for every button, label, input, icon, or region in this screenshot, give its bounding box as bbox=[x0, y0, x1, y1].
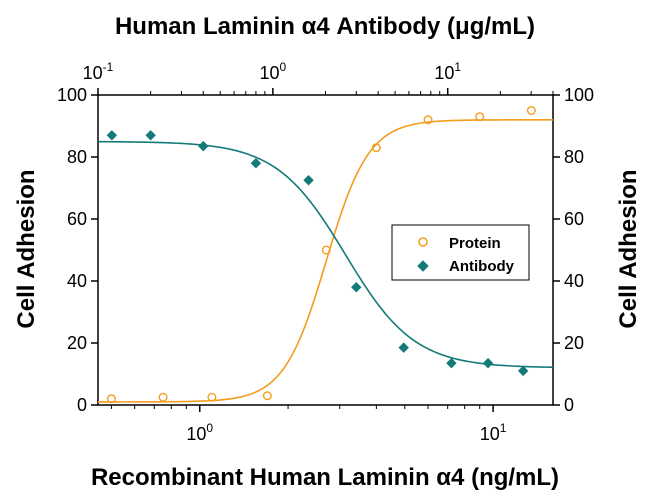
x-tick-label-exponent: 0 bbox=[280, 60, 287, 74]
legend-antibody-marker bbox=[417, 260, 429, 272]
y-axes: 0 0 20 20 40 40 60 60 80 80 100 100 bbox=[57, 85, 594, 415]
antibody-data-point bbox=[303, 175, 314, 186]
antibody-data-point bbox=[106, 130, 118, 141]
x-tick-label-base: 10 bbox=[186, 424, 206, 444]
y-right-tick-label: 60 bbox=[564, 209, 584, 229]
y-right-tick-label: 100 bbox=[564, 85, 594, 105]
legend: Protein Antibody bbox=[391, 224, 530, 281]
antibody-fit-curve bbox=[97, 140, 554, 369]
y-left-tick-label: 40 bbox=[67, 271, 87, 291]
y-left-tick-label: 100 bbox=[57, 85, 87, 105]
right-y-axis-title: Cell Adhesion bbox=[615, 169, 642, 328]
left-y-axis-title: Cell Adhesion bbox=[13, 169, 40, 328]
y-right-tick-label: 80 bbox=[564, 147, 584, 167]
x-tick-label: 101 bbox=[434, 60, 461, 83]
protein-data-point bbox=[207, 392, 217, 402]
x-tick-label-base: 10 bbox=[434, 63, 454, 83]
y-left-tick-label: 0 bbox=[77, 395, 87, 415]
protein-data-point bbox=[158, 392, 168, 402]
protein-data-point bbox=[321, 245, 331, 255]
x-tick-label-exponent: 1 bbox=[454, 60, 461, 74]
x-tick-label-base: 10 bbox=[480, 424, 500, 444]
bottom-axis-title: Recombinant Human Laminin α4 (ng/mL) bbox=[91, 464, 559, 491]
bottom-x-axis: 100 101 bbox=[110, 405, 507, 444]
x-tick-label-exponent: -1 bbox=[103, 60, 114, 74]
antibody-data-point bbox=[145, 130, 156, 141]
y-left-tick-label: 60 bbox=[67, 209, 87, 229]
antibody-data-point bbox=[398, 342, 409, 353]
protein-data-point bbox=[262, 391, 272, 401]
legend-protein-label: Protein bbox=[449, 235, 501, 252]
antibody-data-point bbox=[517, 365, 529, 377]
x-tick-label-base: 10 bbox=[260, 63, 280, 83]
top-x-axis: 10-1 100 101 bbox=[83, 60, 554, 95]
x-tick-label: 10-1 bbox=[83, 60, 114, 83]
x-tick-label: 101 bbox=[480, 421, 507, 444]
antibody-data-point bbox=[351, 281, 362, 293]
y-right-tick-label: 40 bbox=[564, 271, 584, 291]
antibody-data-point bbox=[198, 140, 209, 152]
y-left-tick-label: 80 bbox=[67, 147, 87, 167]
legend-antibody-label: Antibody bbox=[449, 258, 515, 275]
antibody-data-point bbox=[482, 357, 494, 369]
protein-data-point bbox=[371, 143, 381, 153]
protein-data-point bbox=[423, 115, 433, 125]
x-tick-label: 100 bbox=[260, 60, 287, 83]
protein-data-point bbox=[526, 105, 536, 115]
y-right-tick-label: 0 bbox=[564, 395, 574, 415]
x-tick-label-exponent: 0 bbox=[206, 421, 213, 435]
y-left-tick-label: 20 bbox=[67, 333, 87, 353]
antibody-data-point bbox=[446, 357, 457, 369]
x-tick-label-exponent: 1 bbox=[500, 421, 507, 435]
top-axis-title: Human Laminin α4 Antibody (μg/mL) bbox=[115, 13, 535, 40]
data-points bbox=[106, 105, 536, 404]
antibody-data-point bbox=[250, 157, 262, 169]
legend-protein-marker bbox=[418, 237, 428, 247]
protein-data-point bbox=[475, 112, 485, 122]
x-tick-label: 100 bbox=[186, 421, 213, 444]
x-tick-label-base: 10 bbox=[83, 63, 103, 83]
protein-data-point bbox=[106, 394, 116, 404]
legend-box bbox=[391, 224, 530, 281]
y-right-tick-label: 20 bbox=[564, 333, 584, 353]
